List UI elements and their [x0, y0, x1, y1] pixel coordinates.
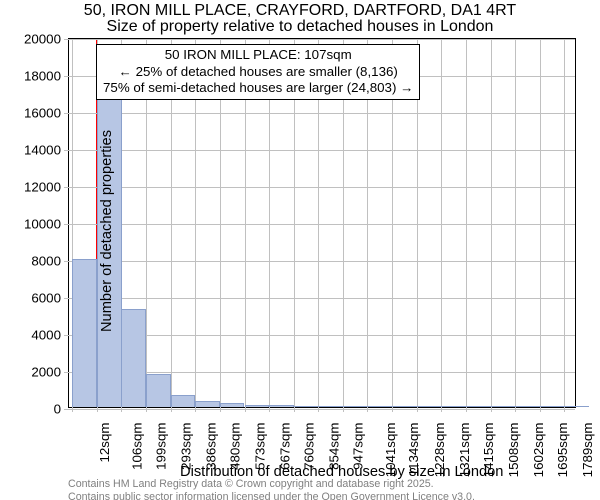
y-tick-label: 2000: [31, 365, 61, 380]
y-tick-label: 14000: [24, 143, 61, 158]
histogram-bar: [392, 406, 417, 407]
x-tick-label: 106sqm: [129, 423, 144, 470]
grid-line-v: [540, 39, 541, 412]
histogram-bar: [491, 406, 516, 407]
y-tick-label: 16000: [24, 106, 61, 121]
histogram-bar: [72, 259, 97, 407]
attribution-text: Contains HM Land Registry data © Crown c…: [68, 478, 475, 500]
y-tick-label: 0: [54, 402, 61, 417]
histogram-bar: [269, 405, 294, 407]
histogram-bar: [294, 406, 319, 407]
x-tick-label: 1789sqm: [580, 423, 595, 478]
x-tick-label: 1508sqm: [506, 423, 521, 478]
y-tick-label: 10000: [24, 217, 61, 232]
x-tick-label: 1695sqm: [555, 423, 570, 478]
histogram-bar: [245, 405, 270, 407]
y-tick-label: 18000: [24, 69, 61, 84]
histogram-bar: [367, 406, 392, 407]
attribution-line-1: Contains HM Land Registry data © Crown c…: [68, 478, 475, 491]
histogram-bar: [171, 395, 196, 407]
histogram-bar: [515, 406, 540, 407]
histogram-bar: [121, 309, 146, 407]
grid-line-h: [64, 150, 575, 151]
grid-line-h: [64, 39, 575, 40]
y-tick-label: 8000: [31, 254, 61, 269]
x-tick-label: 480sqm: [228, 423, 243, 470]
x-tick-label: 12sqm: [97, 423, 112, 463]
grid-line-v: [491, 39, 492, 412]
y-tick-label: 4000: [31, 328, 61, 343]
y-tick-label: 20000: [24, 32, 61, 47]
grid-line-v: [515, 39, 516, 412]
histogram-bar: [343, 406, 368, 407]
y-axis-label: Number of detached properties: [99, 130, 115, 332]
attribution-line-2: Contains public sector information licen…: [68, 491, 475, 500]
histogram-bar: [540, 406, 565, 407]
x-tick-label: 199sqm: [154, 423, 169, 470]
chart-title-line2: Size of property relative to detached ho…: [0, 18, 600, 36]
grid-line-v: [441, 39, 442, 412]
grid-line-h: [64, 298, 575, 299]
grid-line-h: [64, 113, 575, 114]
x-tick-label: 293sqm: [179, 423, 194, 470]
grid-line-h: [64, 224, 575, 225]
grid-line-v: [466, 39, 467, 412]
annotation-line-1: 50 IRON MILL PLACE: 107sqm: [103, 47, 413, 64]
grid-line-h: [64, 187, 575, 188]
histogram-bar: [441, 406, 466, 407]
histogram-bar: [564, 406, 589, 407]
y-tick-label: 6000: [31, 291, 61, 306]
annotation-line-3: 75% of semi-detached houses are larger (…: [103, 80, 413, 97]
histogram-bar: [417, 406, 442, 407]
histogram-bar: [195, 401, 220, 407]
histogram-bar: [318, 406, 343, 407]
x-tick-label: 760sqm: [301, 423, 316, 470]
grid-line-h: [64, 409, 575, 410]
x-tick-label: 947sqm: [351, 423, 366, 470]
x-tick-label: 1602sqm: [531, 423, 546, 478]
grid-line-h: [64, 261, 575, 262]
x-tick-label: 667sqm: [277, 423, 292, 470]
grid-line-v: [564, 39, 565, 412]
annotation-box: 50 IRON MILL PLACE: 107sqm ← 25% of deta…: [96, 44, 420, 100]
x-tick-label: 854sqm: [326, 423, 341, 470]
x-tick-label: 386sqm: [203, 423, 218, 470]
histogram-bar: [466, 406, 491, 407]
y-tick-label: 12000: [24, 180, 61, 195]
property-size-histogram: 50, IRON MILL PLACE, CRAYFORD, DARTFORD,…: [0, 0, 600, 500]
annotation-line-2: ← 25% of detached houses are smaller (8,…: [103, 64, 413, 81]
x-tick-label: 573sqm: [252, 423, 267, 470]
histogram-bar: [220, 403, 245, 407]
histogram-bar: [146, 374, 171, 407]
